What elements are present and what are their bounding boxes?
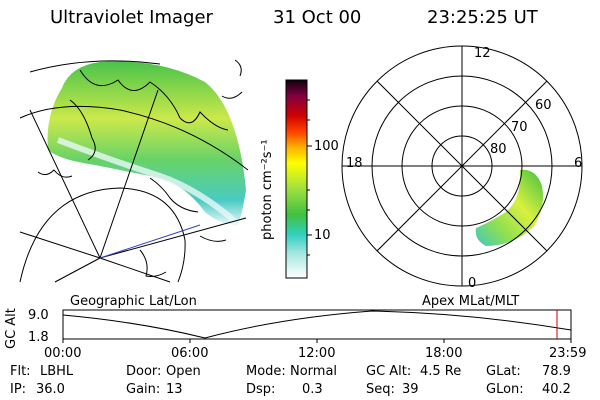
mode-value: Normal — [290, 364, 338, 379]
altitude-plot — [62, 309, 572, 343]
aurora-swath — [47, 61, 246, 225]
filter-value: LBHL — [40, 364, 74, 379]
seq-value: 39 — [402, 382, 419, 397]
earth-limb — [19, 187, 186, 283]
mlt-label-0: 0 — [468, 276, 477, 291]
xtick-0600: 06:00 — [171, 346, 209, 361]
mlt-label-18: 18 — [346, 156, 363, 171]
door-label: Door: — [126, 364, 162, 379]
colorbar-tick-100: 100 — [314, 139, 339, 154]
gcalt-value: 4.5 Re — [420, 364, 462, 379]
colorbar-ticks — [307, 99, 312, 256]
coastline — [79, 69, 229, 131]
colorbar-tick-10: 10 — [314, 228, 331, 243]
door-value: Open — [166, 364, 201, 379]
dsp-label: Dsp: — [246, 382, 276, 397]
glon-value: 40.2 — [542, 382, 571, 397]
mlat-label-60: 60 — [535, 98, 552, 113]
latlon-grid — [19, 60, 249, 283]
altitude-curve — [62, 310, 572, 339]
mlat-label-80: 80 — [490, 142, 507, 157]
ip-label: IP: — [10, 382, 27, 397]
colorbar — [285, 79, 308, 279]
polar-plot — [341, 45, 583, 287]
filter-label: Flt: — [10, 364, 31, 379]
glat-label: GLat: — [486, 364, 521, 379]
xtick-0000: 00:00 — [44, 346, 82, 361]
xtick-2359: 23:59 — [549, 346, 587, 361]
date-label: 31 Oct 00 — [273, 7, 362, 28]
ip-value: 36.0 — [36, 382, 65, 397]
altitude-ylabel: GC Alt — [4, 308, 19, 349]
mode-label: Mode: — [246, 364, 286, 379]
polar-aurora — [475, 169, 543, 246]
geo-latlon-title: Geographic Lat/Lon — [70, 294, 197, 309]
apex-mlat-title: Apex MLat/MLT — [422, 294, 520, 309]
gain-value: 13 — [166, 382, 183, 397]
x-axis-ticks — [62, 339, 572, 343]
colorbar-unit: photon cm⁻²s⁻¹ — [260, 139, 275, 240]
glon-label: GLon: — [486, 382, 524, 397]
geographic-image — [19, 59, 249, 283]
instrument-title: Ultraviolet Imager — [50, 7, 213, 28]
glat-value: 78.9 — [542, 364, 571, 379]
mlat-label-70: 70 — [511, 120, 528, 135]
xtick-1800: 18:00 — [425, 346, 463, 361]
dsp-value: 0.3 — [302, 382, 323, 397]
mlt-label-6: 6 — [574, 156, 583, 171]
mlt-label-12: 12 — [474, 46, 491, 61]
gcalt-label: GC Alt: — [366, 364, 412, 379]
seq-label: Seq: — [366, 382, 395, 397]
xtick-1200: 12:00 — [298, 346, 336, 361]
time-label: 23:25:25 UT — [427, 7, 538, 28]
ytick-9: 9.0 — [28, 308, 49, 323]
gain-label: Gain: — [126, 382, 161, 397]
ytick-1-8: 1.8 — [28, 330, 49, 345]
